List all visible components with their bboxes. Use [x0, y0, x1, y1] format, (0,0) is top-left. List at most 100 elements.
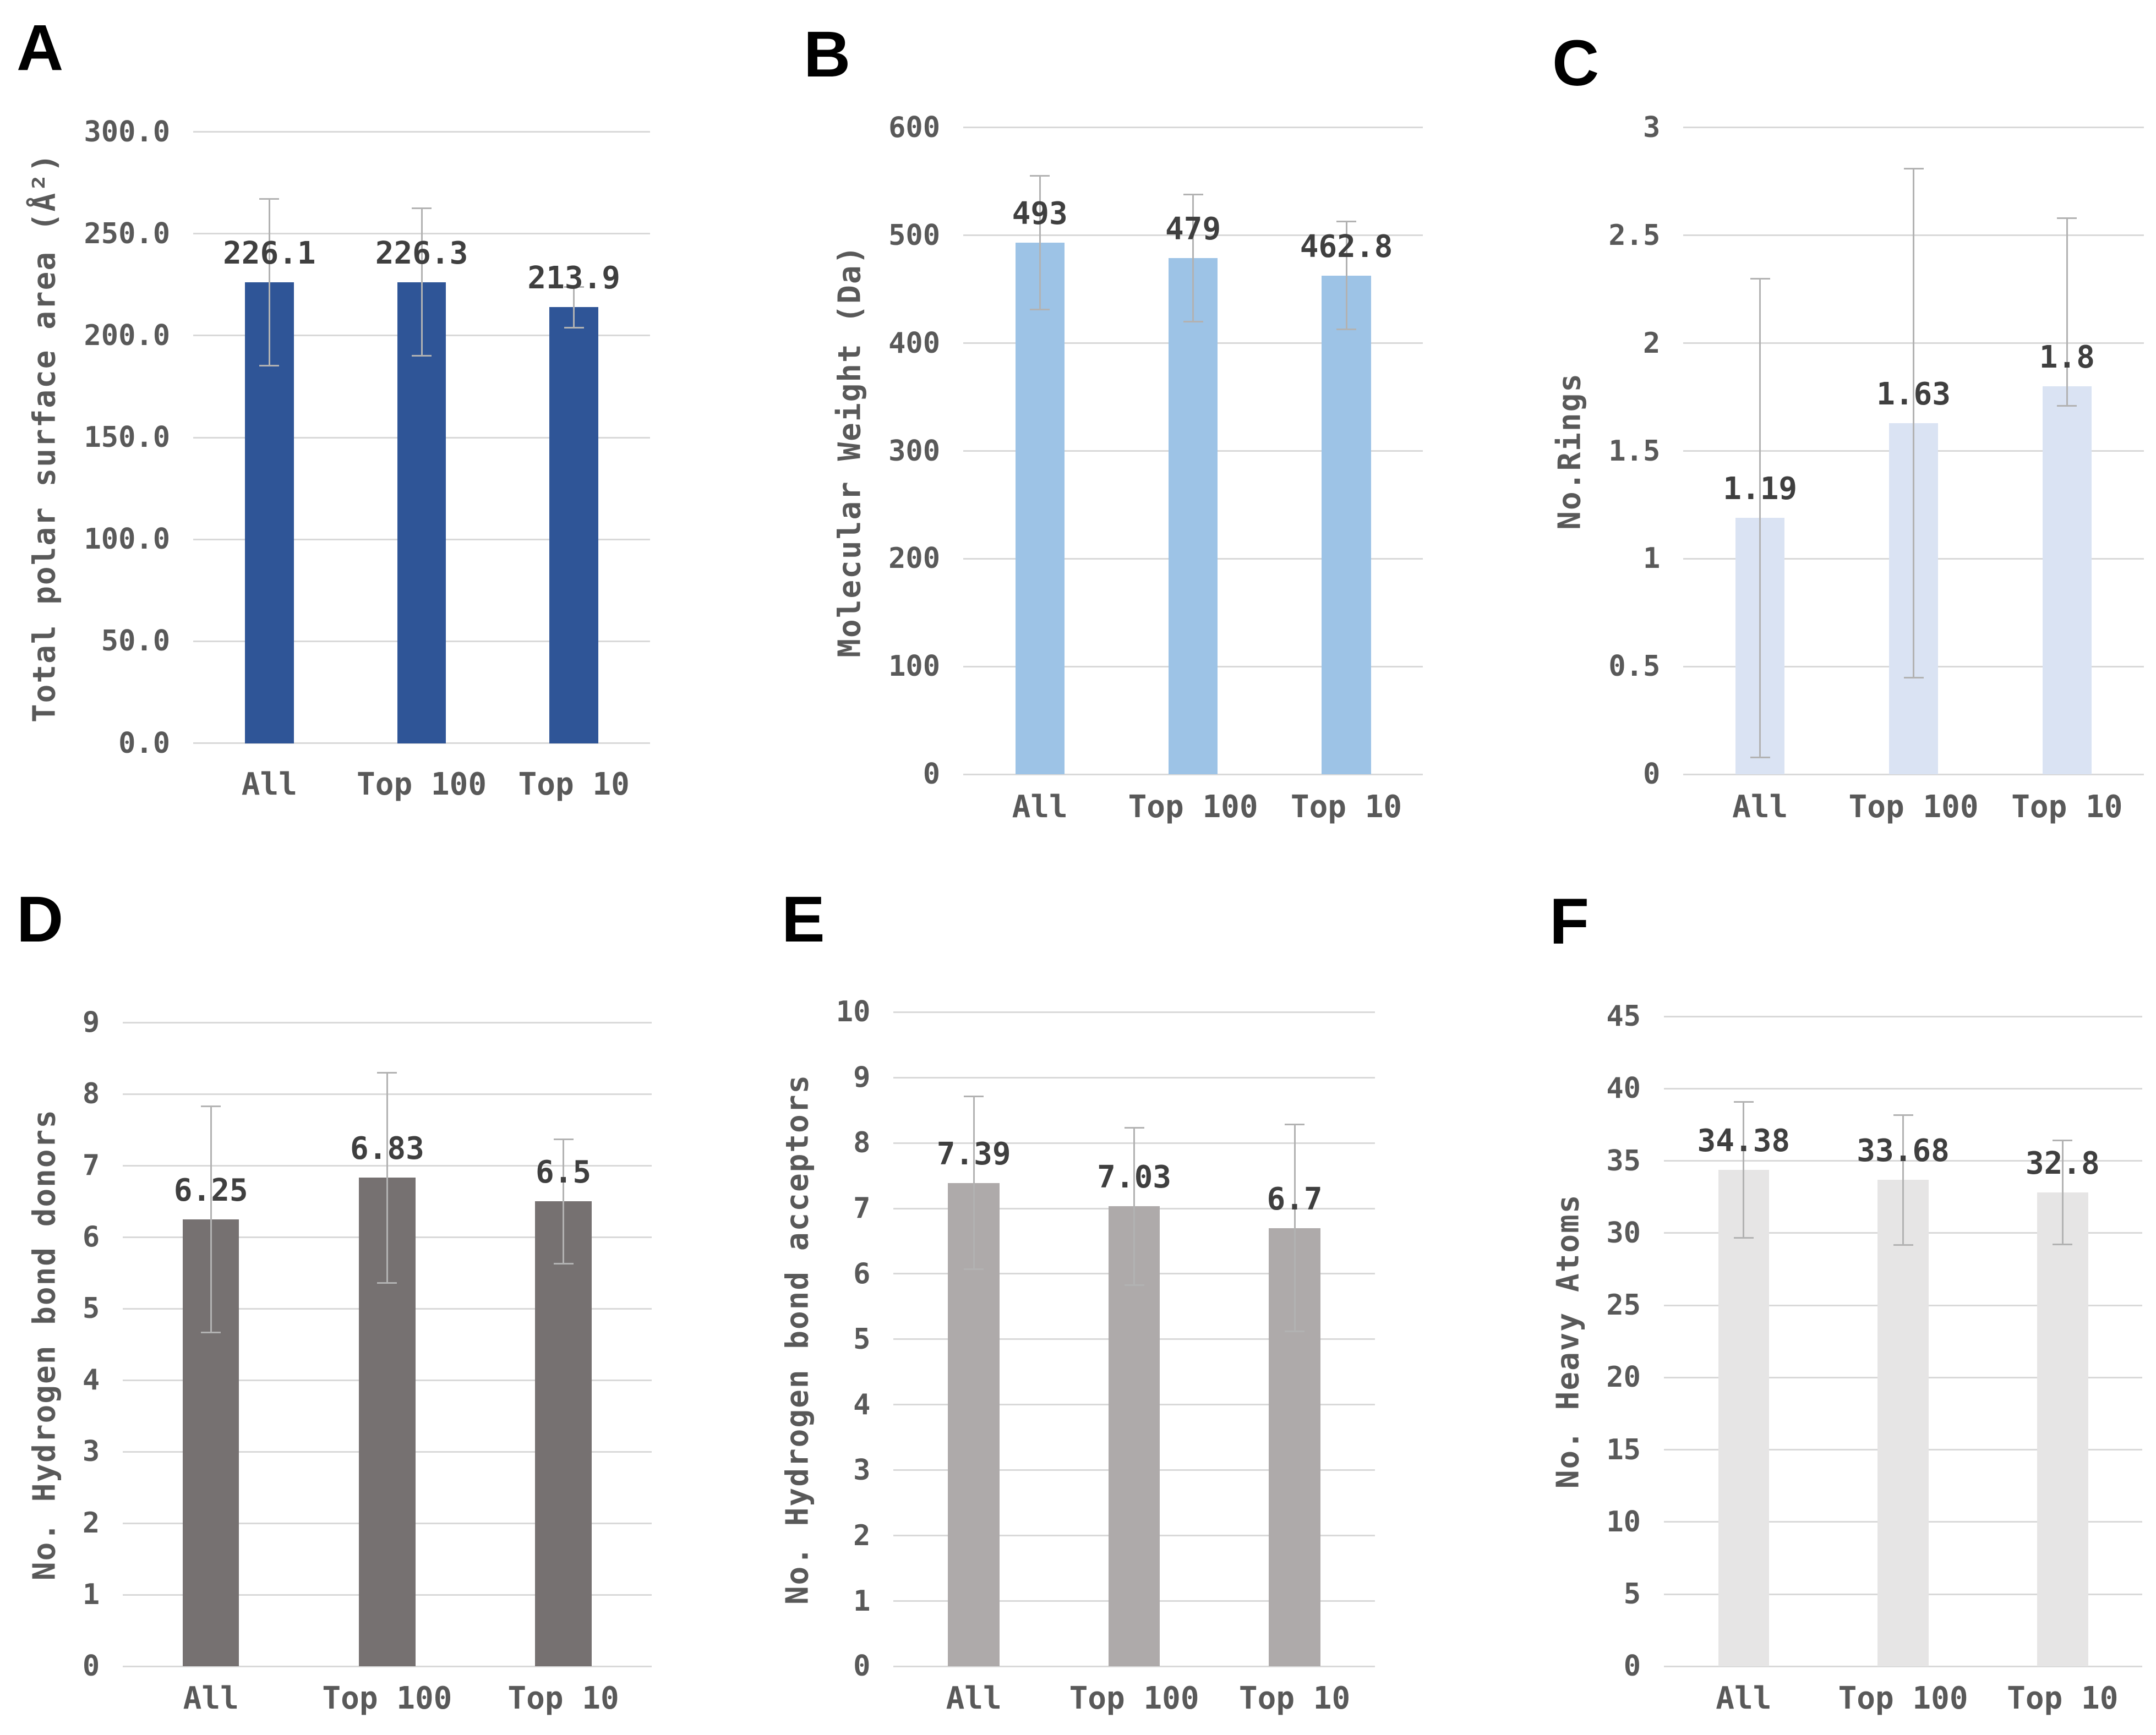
panel-letter: E: [782, 883, 825, 956]
y-tick-label: 0: [853, 1650, 871, 1683]
bar-value-label: 32.8: [2025, 1146, 2100, 1182]
plot-area: 493 479 462.8: [963, 127, 1423, 775]
error-cap-top: [1183, 193, 1203, 195]
y-tick-label: 250.0: [84, 217, 171, 250]
bar-top-100: [1877, 1180, 1929, 1667]
error-cap-bottom: [412, 355, 432, 357]
bar-value-label: 479: [1165, 211, 1221, 247]
gridline-y-10: [893, 1011, 1375, 1013]
bar-top-10: [2042, 386, 2092, 775]
y-tick-label: 200.0: [84, 319, 171, 352]
y-tick-label: 2: [82, 1507, 100, 1540]
y-tick-label: 4: [853, 1388, 871, 1421]
y-tick-label: 3: [1642, 111, 1661, 144]
panel-a-total-polar-surface-area: A Total polar surface area (Å²) 226.1 226.3…: [0, 0, 718, 867]
bar-top-10: [535, 1201, 592, 1667]
error-cap-top: [259, 198, 280, 200]
error-cap-top: [1285, 1124, 1305, 1126]
bar-top-100: [1169, 258, 1218, 775]
bar-top-10: [2037, 1192, 2088, 1667]
bar-value-label: 1.63: [1876, 376, 1951, 412]
y-tick-label: 10: [1606, 1505, 1641, 1539]
x-category-label: Top 100: [1848, 789, 1979, 825]
y-tick-label: 15: [1606, 1433, 1641, 1466]
error-cap-bottom: [1030, 309, 1050, 311]
x-category-label: All: [183, 1680, 239, 1716]
y-tick-label: 30: [1606, 1216, 1641, 1250]
error-cap-bottom: [1750, 756, 1770, 758]
gridline-y-9: [893, 1076, 1375, 1079]
gridline-y-45: [1664, 1015, 2143, 1017]
error-cap-bottom: [201, 1331, 221, 1333]
y-tick-label: 6: [82, 1220, 100, 1254]
y-tick-label: 3: [853, 1453, 871, 1487]
bar-value-label: 493: [1012, 196, 1068, 232]
y-tick-label: 20: [1606, 1361, 1641, 1394]
x-category-label: All: [1732, 789, 1788, 825]
bar-value-label: 6.7: [1267, 1181, 1323, 1217]
bar-value-label: 462.8: [1300, 228, 1393, 265]
panel-d-hydrogen-bond-donors: D No. Hydrogen bond donors 6.25 6.83 6.5 9 8 7 6…: [0, 867, 718, 1735]
bar-value-label: 7.39: [936, 1136, 1011, 1172]
panel-letter: A: [17, 12, 64, 84]
y-tick-label: 1: [82, 1578, 100, 1612]
y-tick-label: 200: [888, 542, 940, 576]
error-cap-bottom: [1183, 320, 1203, 322]
bar-all: [1718, 1170, 1770, 1667]
error-cap-top: [2057, 217, 2077, 219]
error-bar: [1743, 1102, 1745, 1238]
bar-value-label: 213.9: [527, 260, 620, 297]
y-tick-label: 25: [1606, 1289, 1641, 1322]
error-bar: [2066, 218, 2068, 406]
y-tick-label: 50.0: [101, 625, 171, 658]
error-bar: [1039, 176, 1041, 310]
x-category-label: Top 10: [1290, 789, 1402, 825]
error-bar: [386, 1072, 388, 1283]
plot-area: 1.19 1.63 1.8: [1683, 127, 2144, 775]
y-axis-title: No. Heavy Atoms: [1550, 1194, 1586, 1489]
x-category-label: Top 100: [1838, 1680, 1968, 1716]
gridline-y-300.0: [193, 131, 650, 133]
error-bar: [2061, 1140, 2064, 1245]
error-bar: [1759, 278, 1761, 758]
error-cap-bottom: [1733, 1236, 1754, 1239]
panel-c-no-rings: C No.Rings 1.19 1.63 1.8 3 2.5 2 1.5 1 0.5 0 All Top …: [1437, 0, 2156, 867]
bar-top-100: [397, 282, 446, 743]
x-category-label: All: [1012, 789, 1068, 825]
error-cap-top: [1750, 277, 1770, 280]
y-tick-label: 0.0: [118, 726, 171, 760]
error-cap-bottom: [1285, 1331, 1305, 1333]
y-tick-label: 7: [853, 1192, 871, 1225]
y-tick-label: 1: [1642, 542, 1661, 576]
bar-all: [1015, 243, 1065, 775]
error-bar: [1902, 1115, 1904, 1245]
y-tick-label: 40: [1606, 1072, 1641, 1105]
error-bar: [421, 208, 423, 356]
y-tick-label: 0: [1623, 1650, 1641, 1683]
y-tick-label: 5: [82, 1292, 100, 1326]
x-category-label: Top 100: [322, 1680, 452, 1716]
x-category-label: Top 10: [518, 767, 630, 803]
plot-area: 6.25 6.83 6.5: [123, 1021, 652, 1667]
error-cap-bottom: [259, 365, 280, 367]
y-tick-label: 600: [888, 111, 940, 144]
panel-letter: D: [17, 883, 64, 956]
error-bar: [268, 199, 270, 366]
error-bar: [1345, 221, 1347, 330]
gridline-y-9: [123, 1021, 652, 1024]
error-bar: [1293, 1124, 1296, 1332]
x-category-label: All: [241, 767, 297, 803]
error-cap-top: [1893, 1114, 1913, 1116]
bar-value-label: 226.1: [223, 236, 316, 272]
error-cap-top: [412, 207, 432, 209]
error-cap-top: [377, 1071, 397, 1074]
y-tick-label: 7: [82, 1149, 100, 1183]
bar-top-10: [1322, 275, 1371, 775]
error-cap-top: [553, 1138, 574, 1140]
x-category-label: Top 10: [2007, 1680, 2119, 1716]
gridline-y-0.0: [193, 742, 650, 745]
y-tick-label: 150.0: [84, 421, 171, 455]
y-tick-label: 1: [853, 1584, 871, 1618]
error-cap-top: [1903, 167, 1924, 169]
bar-value-label: 6.5: [535, 1154, 592, 1191]
